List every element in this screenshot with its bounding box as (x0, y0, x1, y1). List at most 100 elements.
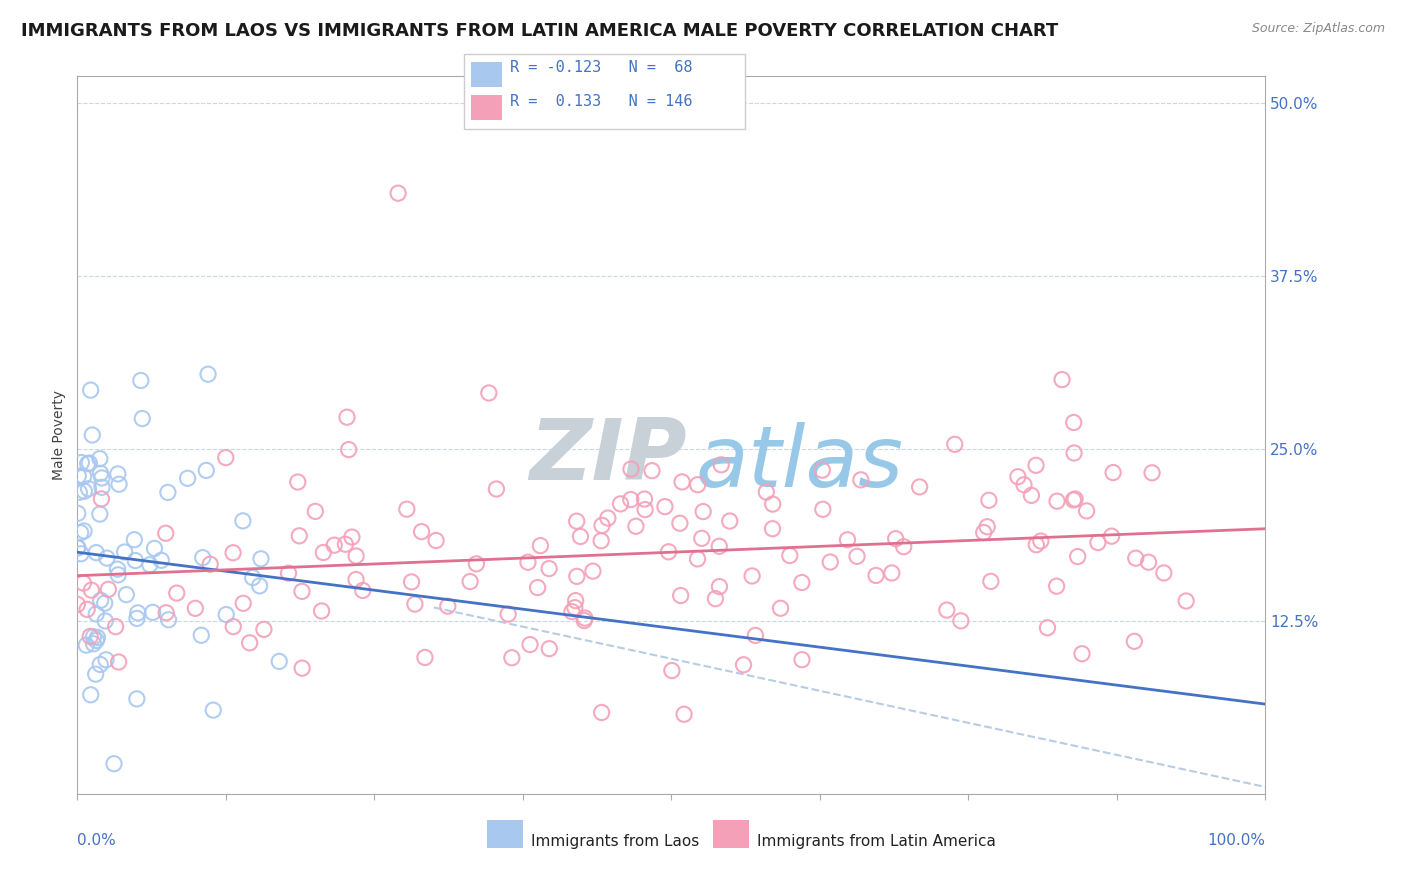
Point (526, 581, 548, 595)
Point (176, 471, 198, 485)
Point (690, 531, 713, 545)
Text: Immigrants from Laos: Immigrants from Laos (531, 835, 699, 849)
Point (239, 636, 262, 650)
Point (574, 614, 596, 628)
Point (76, 457, 98, 471)
Point (72, 576, 94, 591)
Point (564, 600, 586, 615)
Point (1140, 466, 1163, 480)
Point (253, 623, 276, 637)
Text: ZIP: ZIP (529, 415, 686, 498)
Point (404, 597, 426, 611)
Point (943, 437, 966, 451)
Point (1012, 477, 1035, 491)
Text: atlas: atlas (695, 422, 903, 505)
Text: R =  0.133   N = 146: R = 0.133 N = 146 (510, 94, 693, 109)
Point (1101, 529, 1123, 543)
Point (197, 368, 219, 382)
Point (564, 593, 586, 607)
Point (84, 667, 107, 681)
Point (1076, 504, 1098, 518)
Point (977, 493, 1000, 508)
Point (107, 567, 129, 582)
Point (89, 657, 111, 672)
Point (82, 630, 104, 644)
Point (733, 657, 755, 672)
Point (157, 613, 180, 627)
Point (718, 514, 741, 528)
Point (336, 410, 359, 425)
Point (669, 589, 692, 603)
Point (139, 558, 162, 572)
Point (1021, 488, 1043, 502)
Point (340, 530, 363, 544)
Point (591, 533, 613, 548)
Point (97, 582, 120, 597)
Point (249, 579, 271, 593)
Point (692, 505, 714, 519)
Point (1125, 551, 1147, 566)
Point (704, 591, 727, 606)
Point (762, 497, 785, 511)
Point (86, 633, 108, 648)
Point (436, 599, 458, 614)
Point (191, 550, 214, 565)
FancyBboxPatch shape (713, 821, 748, 847)
Point (609, 497, 631, 511)
Point (574, 611, 596, 625)
Point (107, 562, 129, 576)
Point (908, 480, 931, 494)
Point (884, 532, 907, 546)
Point (107, 467, 129, 481)
Point (82, 637, 104, 651)
Text: Source: ZipAtlas.com: Source: ZipAtlas.com (1251, 22, 1385, 36)
Point (166, 586, 188, 600)
Point (538, 561, 561, 575)
Point (1137, 555, 1160, 569)
Point (790, 653, 813, 667)
Point (156, 485, 179, 500)
Point (1063, 446, 1085, 460)
Point (107, 655, 129, 669)
Point (79, 630, 101, 644)
Point (344, 549, 367, 563)
Point (1050, 373, 1073, 387)
Point (1029, 534, 1052, 549)
Point (80, 583, 103, 598)
Point (741, 569, 763, 583)
Point (673, 707, 696, 722)
Point (96, 551, 118, 566)
Point (565, 514, 588, 528)
Point (70, 456, 93, 470)
Point (818, 555, 841, 569)
Point (222, 619, 245, 633)
Point (744, 628, 766, 642)
Text: R = -0.123   N =  68: R = -0.123 N = 68 (510, 60, 693, 75)
Point (465, 557, 488, 571)
Y-axis label: Male Poverty: Male Poverty (52, 390, 66, 480)
Point (710, 458, 733, 472)
Point (103, 756, 125, 771)
Point (709, 539, 731, 553)
Point (529, 539, 551, 553)
Point (124, 553, 146, 567)
Point (413, 650, 436, 665)
Point (91, 480, 114, 494)
Point (790, 575, 813, 590)
Point (90, 491, 112, 506)
Point (335, 537, 357, 551)
Point (596, 511, 619, 525)
Point (661, 664, 683, 678)
Point (1153, 566, 1175, 580)
Point (232, 514, 254, 528)
Point (344, 573, 367, 587)
Point (591, 518, 613, 533)
Point (215, 450, 238, 465)
Point (973, 525, 995, 540)
Point (76, 602, 98, 616)
Point (108, 477, 131, 491)
Point (291, 584, 314, 599)
Point (865, 568, 887, 582)
Point (115, 588, 138, 602)
Point (880, 566, 903, 580)
